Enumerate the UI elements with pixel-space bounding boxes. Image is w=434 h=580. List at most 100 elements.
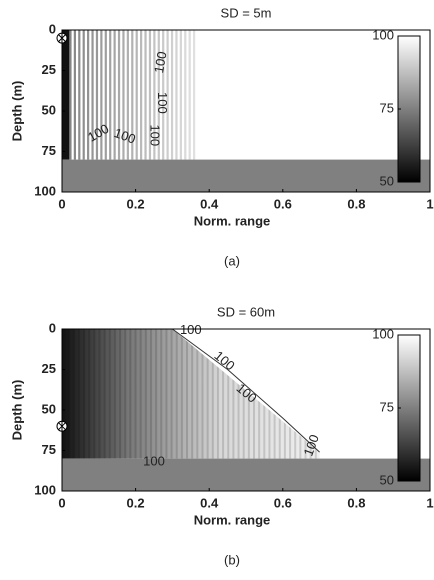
y-tick-label: 100 [34,183,56,198]
y-tick-label: 50 [42,102,56,117]
stripe [82,329,85,459]
y-axis-label: Depth (m) [9,380,24,441]
y-tick-label: 75 [42,442,56,457]
stripe [72,329,75,459]
stripe [237,329,240,459]
stripe [100,30,103,160]
stripe [129,329,132,459]
near-field [62,30,70,160]
stripe [122,30,125,160]
stripe [88,329,91,459]
stripe [180,329,183,459]
stripe [108,329,111,459]
stripe [216,329,219,459]
stripe [175,329,178,459]
stripe [87,30,90,160]
stripe [160,329,163,459]
stripe [67,329,70,459]
colorbar [397,35,421,183]
panel-caption: (a) [224,253,240,268]
stripe [113,329,116,459]
stripe [201,329,204,459]
x-axis-label: Norm. range [194,512,271,527]
x-tick-label: 0 [58,196,65,211]
stripe [165,329,168,459]
colorbar [397,334,421,482]
contour-label: 100 [155,92,170,114]
y-tick-label: 25 [42,62,56,77]
y-tick-label: 75 [42,143,56,158]
chart-title: SD = 5m [221,5,272,20]
stripe [191,329,194,459]
contour-label: 100 [300,433,322,459]
x-tick-label: 1 [426,196,433,211]
y-tick-label: 0 [49,21,56,36]
stripe [104,30,107,160]
x-axis-label: Norm. range [194,213,271,228]
contour-label: 100 [148,124,163,146]
stripe [134,329,137,459]
colorbar-tick-label: 75 [380,100,394,115]
stripe [144,329,147,459]
y-tick-label: 100 [34,482,56,497]
stripe [196,329,199,459]
stripe [175,30,178,160]
stripe [184,30,187,160]
x-tick-label: 0.2 [127,196,145,211]
stripe [78,30,81,160]
y-tick-label: 0 [49,320,56,335]
stripe [93,329,96,459]
stripe [82,30,85,160]
field [62,30,196,160]
y-tick-label: 25 [42,361,56,376]
stripe [222,329,225,459]
contour-label: 100 [180,322,202,337]
stripe [117,30,121,160]
stripe [232,329,235,459]
stripe [148,30,152,160]
x-tick-label: 0.8 [347,196,365,211]
y-axis-label: Depth (m) [9,81,24,142]
stripe [242,329,245,459]
contour [172,328,320,453]
x-tick-label: 0.2 [127,495,145,510]
colorbar-tick-label: 75 [380,399,394,414]
x-tick-label: 1 [426,495,433,510]
chart-title: SD = 60m [217,304,275,319]
panel-caption: (b) [224,552,240,567]
contour-label: 100 [151,50,170,74]
stripe [131,30,134,160]
stripe [126,30,129,160]
stripe [149,329,152,459]
colorbar-tick-label: 100 [372,27,394,42]
stripe [193,30,196,160]
stripe [157,30,160,160]
contour-label: 100 [112,125,138,147]
x-tick-label: 0.6 [274,196,292,211]
stripe [144,30,147,160]
stripe [170,30,174,160]
x-tick-label: 0.6 [274,495,292,510]
stripe [109,30,112,160]
stripe [247,329,250,459]
stripe [170,329,173,459]
stripe [91,30,94,160]
stripe [139,329,142,459]
stripe [69,30,72,160]
seabed [62,159,430,192]
colorbar-tick-label: 50 [380,472,394,487]
stripe [77,329,80,459]
colorbar-tick-label: 50 [380,173,394,188]
stripe [153,30,156,160]
stripe [227,329,230,459]
stripe [98,329,101,459]
stripe [135,30,138,160]
stripe [211,329,214,459]
contour-label: 100 [143,453,165,468]
stripe [186,329,189,459]
stripe [119,329,122,459]
x-tick-label: 0 [58,495,65,510]
stripe [140,30,143,160]
stripe [103,329,106,459]
